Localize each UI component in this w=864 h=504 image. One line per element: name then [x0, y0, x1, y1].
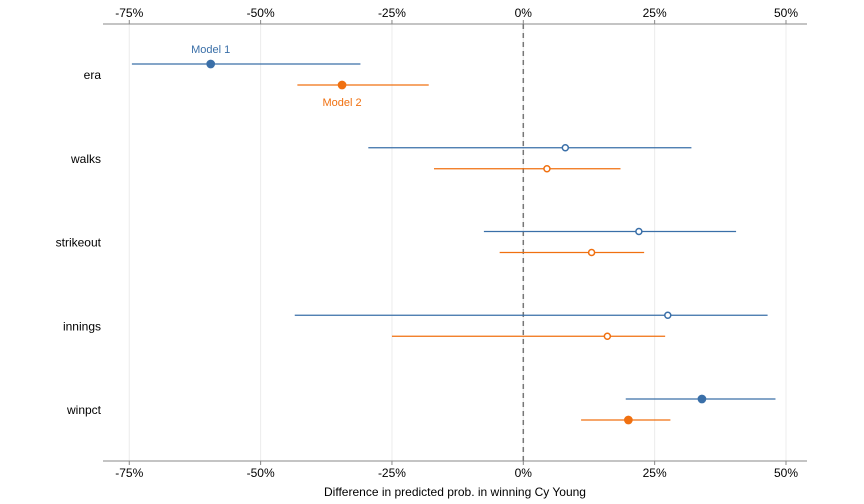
x-axis-label: Difference in predicted prob. in winning…	[324, 485, 586, 499]
tick-label-bottom: -50%	[247, 466, 275, 480]
point-estimate	[603, 332, 612, 340]
category-labels: era walks strikeout innings winpct	[56, 68, 102, 417]
annotations: Model 1 Model 2	[191, 44, 361, 109]
point-estimate	[206, 59, 216, 69]
point-estimate	[624, 415, 633, 425]
series-marks	[131, 59, 776, 425]
category-label: era	[84, 68, 102, 82]
gridlines	[128, 24, 787, 461]
tick-label-bottom: 50%	[774, 466, 798, 480]
tick-label-top: -75%	[115, 6, 143, 20]
point-estimate	[635, 227, 643, 236]
tick-label-top: -25%	[378, 6, 406, 20]
tick-label-bottom: 0%	[515, 466, 533, 480]
category-label: winpct	[66, 403, 102, 417]
tick-label-top: 0%	[515, 6, 533, 20]
series-annotation: Model 2	[322, 97, 361, 109]
axis-ticks: -75% -75% -50% -50% -25% -25% 0% 0% 25% 25% 50% 50%	[115, 6, 798, 480]
point-estimate	[337, 80, 347, 90]
tick-label-bottom: 25%	[643, 466, 667, 480]
series-annotation: Model 1	[191, 44, 230, 56]
point-estimate	[664, 311, 672, 319]
tick-label-bottom: -25%	[378, 466, 406, 480]
tick-label-top: 50%	[774, 6, 798, 20]
tick-label-top: -50%	[247, 6, 275, 20]
point-estimate	[587, 248, 596, 257]
category-label: innings	[63, 319, 101, 333]
point-estimate	[543, 165, 551, 173]
point-estimate	[697, 394, 707, 404]
point-estimate	[561, 144, 570, 152]
tick-label-bottom: -75%	[115, 466, 143, 480]
category-label: strikeout	[56, 236, 102, 250]
tick-label-top: 25%	[643, 6, 667, 20]
category-label: walks	[70, 152, 101, 166]
